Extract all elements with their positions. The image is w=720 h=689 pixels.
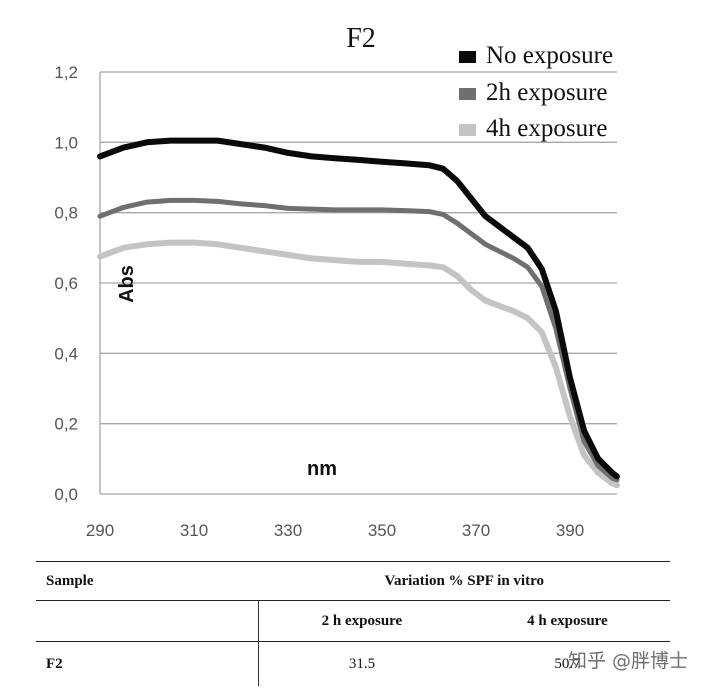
legend-label-3: 4h exposure [486,115,608,142]
y-tick-label: 1,0 [54,133,78,152]
chart-title: F2 [346,23,376,54]
x-tick-label: 390 [556,521,584,540]
legend-label-2: 2h exposure [486,79,608,106]
y-tick-label: 0,6 [54,274,78,293]
header-sample: Sample [36,561,259,601]
subheader-4h: 4 h exposure [464,600,670,642]
row-2h-value: 31.5 [257,641,465,686]
spf-variation-table: Sample Variation % SPF in vitro 2 h expo… [36,561,670,686]
table-subheader-row: 2 h exposure 4 h exposure [36,600,670,642]
watermark: 知乎 @胖博士 [568,650,689,672]
series-line-2 [97,197,620,483]
y-tick-label: 0,4 [54,344,78,363]
y-tick-label: 0,8 [54,204,78,223]
x-tick-label: 370 [462,521,490,540]
subheader-2h: 2 h exposure [257,600,465,642]
series-line-1 [97,137,620,480]
legend-swatch-3 [459,124,476,136]
series-line-3 [97,239,620,489]
legend-swatch-2 [459,88,476,100]
subheader-empty [36,600,259,642]
y-tick-label: 0,0 [54,485,78,504]
y-tick-label: 1,2 [54,63,78,82]
table-header-row: Sample Variation % SPF in vitro [36,561,670,601]
x-tick-label: 290 [86,521,114,540]
row-sample: F2 [46,655,63,672]
x-tick-label: 350 [368,521,396,540]
table-row: F2 31.5 50.7 [36,641,670,686]
y-axis-title: Abs [116,265,138,303]
absorbance-chart: 0,0 0,2 0,4 0,6 0,8 1,0 1,2 290 310 330 350 370 390 F… [54,23,620,540]
y-tick-label: 0,2 [54,415,78,434]
spf-table: Sample Variation % SPF in vitro 2 h expo… [36,561,670,686]
x-axis-title: nm [307,458,337,480]
x-tick-label: 330 [274,521,302,540]
header-variation: Variation % SPF in vitro [258,561,670,601]
x-tick-label: 310 [180,521,208,540]
chart-svg: 0,0 0,2 0,4 0,6 0,8 1,0 1,2 290 310 330 350 370 390 F… [54,23,620,540]
row-4h-value: 50.7 [554,655,581,672]
legend-swatch-1 [459,51,476,63]
legend-label-1: No exposure [486,42,613,69]
